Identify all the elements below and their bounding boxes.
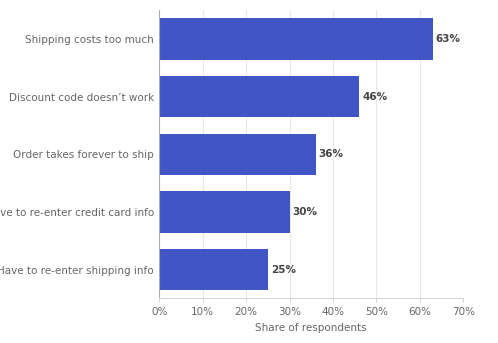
Text: 46%: 46% [362, 92, 387, 102]
Bar [159, 134, 316, 175]
Bar [159, 249, 268, 290]
Text: 25%: 25% [271, 264, 296, 275]
Text: 63%: 63% [436, 34, 461, 44]
Text: 30%: 30% [293, 207, 318, 217]
X-axis label: Share of respondents: Share of respondents [255, 323, 367, 333]
Bar [159, 19, 433, 60]
Bar [159, 191, 289, 233]
Text: 36%: 36% [319, 149, 344, 159]
Bar [159, 76, 359, 117]
